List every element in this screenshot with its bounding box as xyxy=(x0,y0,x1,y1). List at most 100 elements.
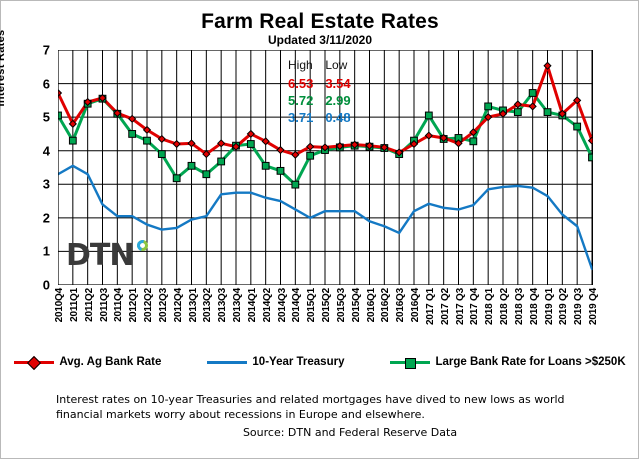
data-point-marker-square xyxy=(543,108,552,117)
x-tick-label: 2013Q1 xyxy=(187,288,199,323)
data-point-marker-diamond xyxy=(142,125,152,135)
data-point-marker-square xyxy=(143,136,151,145)
high-low-table: High Low 6.53 3.54 5.72 2.99 3.71 0.48 xyxy=(288,58,363,126)
data-point-marker-diamond xyxy=(58,88,63,98)
high-low-header-row: High Low xyxy=(288,58,363,75)
x-tick-label: 2019 Q2 xyxy=(558,288,570,325)
x-tick-label: 2016Q1 xyxy=(365,288,377,323)
data-point-marker-diamond xyxy=(543,61,552,70)
x-tick-label: 2012Q4 xyxy=(172,288,184,323)
x-tick-label: 2017 Q1 xyxy=(424,288,436,325)
x-tick-label: 2010Q4 xyxy=(54,288,65,323)
x-tick-label: 2013Q4 xyxy=(232,288,243,323)
data-point-marker-square xyxy=(246,140,255,148)
x-tick-label: 2014Q3 xyxy=(276,288,288,323)
x-tick-label: 2018 Q4 xyxy=(528,288,540,325)
data-point-marker-diamond xyxy=(172,139,181,149)
x-tick-label: 2012Q3 xyxy=(157,288,169,323)
data-point-marker-square xyxy=(469,137,478,146)
x-tick-label: 2018 Q2 xyxy=(499,288,510,325)
data-point-marker-diamond xyxy=(231,142,241,151)
data-point-marker-diamond xyxy=(395,148,404,157)
low-column-header: Low xyxy=(325,58,348,72)
data-point-marker-diamond xyxy=(187,139,196,148)
data-point-marker-diamond xyxy=(528,102,537,111)
x-tick-label: 2011Q3 xyxy=(98,288,110,322)
x-tick-label: 2016Q2 xyxy=(380,288,392,323)
data-point-marker-diamond xyxy=(113,109,122,118)
x-tick-label: 2013Q2 xyxy=(202,288,214,323)
x-tick-label: 2018 Q1 xyxy=(484,288,496,325)
high-low-value-high: 3.71 xyxy=(288,110,314,125)
data-point-marker-diamond xyxy=(484,113,493,122)
x-tick-label: 2012Q1 xyxy=(128,288,140,323)
legend-item[interactable]: Avg. Ag Bank Rate xyxy=(14,355,162,371)
x-tick-label: 2014Q2 xyxy=(261,288,273,323)
high-low-value-high: 6.53 xyxy=(288,76,314,91)
data-point-marker-diamond xyxy=(409,139,419,149)
x-tick-label: 2011Q1 xyxy=(68,288,80,322)
y-tick-label: 2 xyxy=(42,210,50,226)
data-point-marker-square xyxy=(128,130,137,138)
data-point-marker-square xyxy=(202,170,211,179)
legend-line xyxy=(207,361,248,364)
data-point-marker-square xyxy=(157,150,166,158)
legend-marker-line-icon xyxy=(207,356,248,368)
data-point-marker-diamond xyxy=(498,109,508,118)
data-point-marker-diamond xyxy=(350,140,359,149)
legend-diamond-icon xyxy=(27,355,42,371)
high-low-value-low: 0.48 xyxy=(325,110,351,125)
data-point-marker-diamond xyxy=(380,143,389,152)
x-tick-label: 2012Q2 xyxy=(143,288,154,323)
legend-item[interactable]: 10-Year Treasury xyxy=(207,356,344,368)
high-low-value-high: 5.72 xyxy=(288,93,314,108)
data-point-marker-square xyxy=(291,180,300,189)
data-point-marker-diamond xyxy=(335,141,344,151)
legend-label: Avg. Ag Bank Rate xyxy=(59,356,162,368)
legend-item[interactable]: Large Bank Rate for Loans >$250K xyxy=(390,356,626,369)
high-column-header: High xyxy=(288,58,313,72)
data-point-marker-diamond xyxy=(320,143,330,152)
y-tick-label: 3 xyxy=(42,176,50,192)
chart-note: Interest rates on 10-year Treasuries and… xyxy=(56,393,565,421)
data-point-marker-diamond xyxy=(202,149,211,159)
logo-dot-icon xyxy=(137,240,148,251)
data-point-marker-square xyxy=(217,157,226,166)
high-low-row: 5.72 2.99 xyxy=(288,92,363,109)
data-point-marker-square xyxy=(484,102,493,111)
data-point-marker-square xyxy=(573,122,582,131)
y-tick-label: 5 xyxy=(42,109,50,125)
series-line-line xyxy=(58,164,593,271)
x-tick-label: 2017 Q4 xyxy=(469,288,481,325)
x-tick-label: 2017 Q3 xyxy=(454,288,466,325)
x-tick-label: 2016Q3 xyxy=(395,288,407,323)
high-low-body: 6.53 3.54 5.72 2.99 3.71 0.48 xyxy=(288,75,363,126)
chart-source: Source: DTN and Federal Reserve Data xyxy=(242,426,458,439)
x-tick-label: 2019 Q1 xyxy=(543,288,555,325)
x-tick-label: 2015Q2 xyxy=(321,288,332,323)
x-tick-label: 2011Q4 xyxy=(113,288,125,322)
data-point-marker-diamond xyxy=(454,139,463,148)
x-tick-label: 2017 Q2 xyxy=(439,288,451,325)
x-tick-label: 2019 Q4 xyxy=(588,288,599,325)
y-tick-label: 1 xyxy=(42,243,50,259)
data-point-marker-square xyxy=(276,166,285,175)
legend-square-icon xyxy=(405,358,417,369)
high-low-value-low: 2.99 xyxy=(325,93,351,108)
x-tick-label: 2015Q3 xyxy=(335,288,347,323)
data-point-marker-diamond xyxy=(83,97,92,107)
data-point-marker-square xyxy=(187,161,196,170)
legend-marker-square-icon xyxy=(390,356,431,369)
data-point-marker-diamond xyxy=(587,136,593,145)
data-point-marker-diamond xyxy=(469,128,478,137)
data-point-marker-diamond xyxy=(261,137,270,146)
x-tick-label: 2014Q4 xyxy=(291,288,303,323)
x-axis-ticks: 2010Q4 2011Q1 2011Q2 2011Q3 2011Q4 2012Q1 2012… xyxy=(54,288,599,348)
data-point-marker-diamond xyxy=(276,145,285,155)
data-point-marker-diamond xyxy=(558,109,567,118)
data-point-marker-diamond xyxy=(513,100,522,109)
chart-subtitle: Updated 3/11/2020 xyxy=(267,33,373,47)
data-point-marker-diamond xyxy=(217,139,226,148)
y-tick-label: 0 xyxy=(42,277,50,293)
